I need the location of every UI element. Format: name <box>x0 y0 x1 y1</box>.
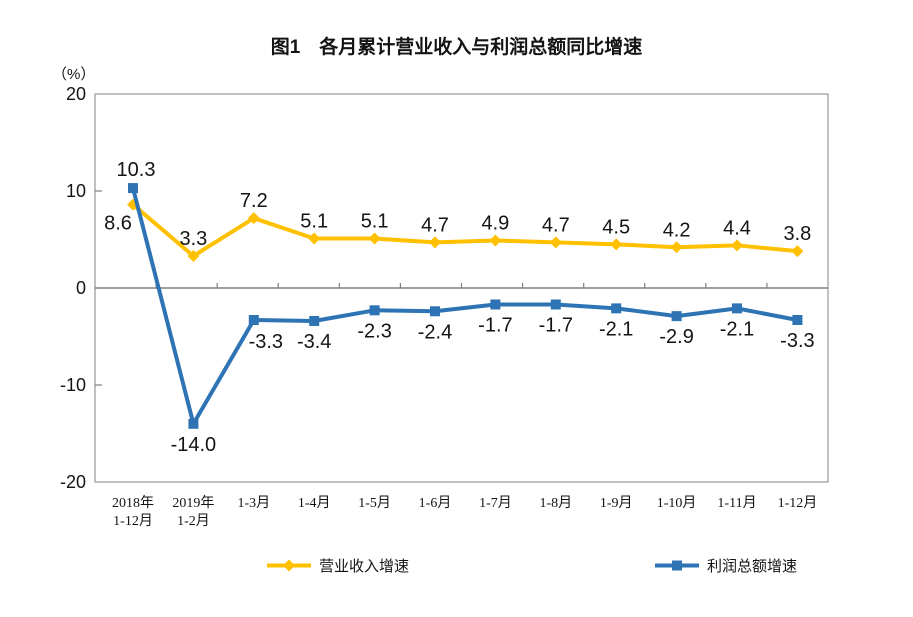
y-axis-tick-label: -20 <box>60 472 86 492</box>
series-line <box>131 186 800 426</box>
legend-marker <box>672 560 682 571</box>
data-point-value-label: -2.9 <box>659 326 693 348</box>
data-point-marker <box>128 183 138 194</box>
x-axis-category-label: 1-8月 <box>539 495 572 511</box>
x-axis-category-label: 1-3月 <box>237 495 270 511</box>
chart-title: 图1 各月累计营业收入与利润总额同比增速 <box>270 37 643 58</box>
data-point-value-label: 10.3 <box>117 159 156 181</box>
operating-revenue-line-swatch <box>267 559 311 572</box>
total-profit-line-swatch <box>655 560 699 571</box>
legend-item-operating-revenue: 营业收入增速 <box>266 555 409 576</box>
data-point-value-label: -2.4 <box>418 321 452 343</box>
y-axis-tick-label: 0 <box>76 278 86 298</box>
data-point-value-label: -3.3 <box>249 331 283 353</box>
data-point-marker <box>248 315 259 326</box>
data-point-value-label: 4.9 <box>481 212 509 234</box>
data-point-value-label: -2.3 <box>357 320 391 342</box>
data-point-marker <box>188 418 199 429</box>
data-point-value-label: 4.5 <box>602 216 630 238</box>
y-axis-tick-label: 20 <box>66 84 86 104</box>
data-point-marker <box>670 241 683 254</box>
series-total-profit: 10.3 -14.0 -3.3 -3.4 -2.3 -2.4 -1.7 -1.7 -2.1 -2.… <box>117 159 815 456</box>
legend-label-total-profit: 利润总额增速 <box>707 558 798 575</box>
data-point-value-label: 4.4 <box>723 217 751 239</box>
y-axis: 20 10 0 -10 -20 <box>60 84 828 492</box>
x-axis-category-label: 2019年 1-2月 <box>172 495 214 529</box>
series-operating-revenue: 8.6 3.3 7.2 5.1 5.1 4.7 4.9 4.7 4.5 4.2 4.4 3.8 <box>104 190 811 262</box>
data-point-value-label: 3.8 <box>783 223 811 245</box>
data-point-value-label: 4.7 <box>542 214 570 236</box>
data-point-marker <box>611 303 622 314</box>
data-point-value-label: 5.1 <box>361 211 389 233</box>
data-point-marker <box>429 236 441 249</box>
x-axis-category-label: 1-12月 <box>778 495 818 511</box>
data-point-marker <box>247 212 260 225</box>
plot-area: 20 10 0 -10 -20 2018年 1-12月 2019年 1-2月 1-3月 1-4月 1-… <box>60 84 829 529</box>
legend-label-operating-revenue: 营业收入增速 <box>319 558 410 575</box>
x-axis-category-label: 1-7月 <box>479 495 512 511</box>
data-point-marker <box>489 234 502 247</box>
x-axis-category-label: 2018年 1-12月 <box>112 495 154 529</box>
data-point-value-label: -1.7 <box>478 314 512 336</box>
data-point-marker <box>792 315 803 326</box>
y-axis-tick-label: -10 <box>60 375 86 395</box>
data-point-marker <box>791 245 804 258</box>
data-point-marker <box>732 303 742 314</box>
x-axis: 2018年 1-12月 2019年 1-2月 1-3月 1-4月 1-5月 1-6月 1-7月 1… <box>112 495 817 529</box>
data-point-marker <box>671 311 682 322</box>
legend-item-total-profit: 利润总额增速 <box>654 555 797 576</box>
data-point-marker <box>368 232 381 245</box>
y-axis-unit-label: （%） <box>52 66 96 83</box>
data-point-value-label: -14.0 <box>171 434 217 456</box>
legend-marker <box>283 559 295 572</box>
data-point-value-label: -2.1 <box>720 318 754 340</box>
data-point-value-label: -3.3 <box>780 330 814 352</box>
data-point-value-label: 3.3 <box>179 228 207 250</box>
data-point-value-label: -3.4 <box>297 331 331 353</box>
x-axis-category-label: 1-9月 <box>600 495 633 511</box>
x-axis-category-label: 1-4月 <box>298 495 331 511</box>
data-point-value-label: 8.6 <box>104 213 132 235</box>
data-point-value-label: -1.7 <box>539 314 573 336</box>
y-axis-tick-label: 10 <box>66 181 86 201</box>
data-point-value-label: 5.1 <box>300 211 328 233</box>
x-axis-category-label: 1-10月 <box>657 495 697 511</box>
data-point-marker <box>308 232 321 245</box>
legend: 营业收入增速 利润总额增速 <box>0 555 913 581</box>
x-axis-category-label: 1-11月 <box>717 495 756 511</box>
data-point-value-label: -2.1 <box>599 318 633 340</box>
data-point-marker <box>187 249 200 262</box>
data-point-marker <box>610 238 623 251</box>
data-point-value-label: 4.2 <box>663 219 691 241</box>
x-axis-category-label: 1-6月 <box>419 495 452 511</box>
x-axis-category-label: 1-5月 <box>358 495 391 511</box>
data-point-marker <box>309 315 320 326</box>
data-point-marker <box>549 236 562 249</box>
data-point-marker <box>430 306 440 317</box>
data-point-value-label: 7.2 <box>240 190 268 212</box>
data-point-marker <box>731 239 743 252</box>
data-point-marker <box>369 305 380 316</box>
series-line <box>131 202 800 258</box>
data-point-value-label: 4.7 <box>421 214 449 236</box>
data-point-marker <box>550 299 561 310</box>
data-point-marker <box>490 299 501 310</box>
